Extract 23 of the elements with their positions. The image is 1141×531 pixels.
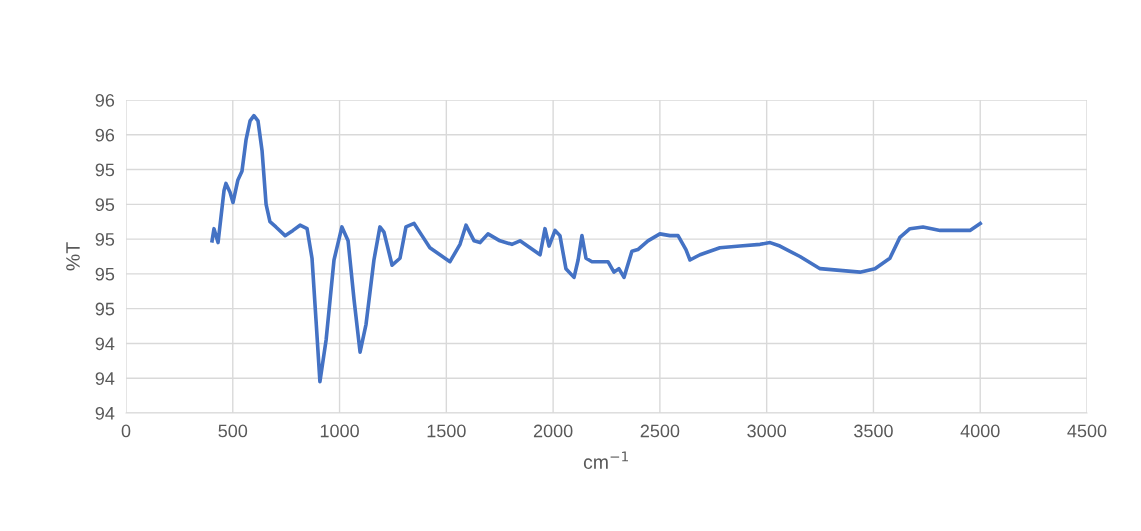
y-tick-label: 95 — [95, 198, 115, 212]
y-tick-label: 95 — [95, 233, 115, 246]
x-tick-label: 1000 — [320, 424, 359, 438]
x-tick-label: 500 — [218, 424, 248, 438]
x-tick-label: 3000 — [747, 424, 787, 438]
x-tick-label: 2000 — [533, 424, 573, 438]
y-tick-label: 94 — [95, 406, 115, 420]
line-series — [210, 113, 983, 384]
y-tick-label: 94 — [95, 372, 115, 385]
x-axis-title: cm$^{−1}$ — [583, 451, 628, 469]
y-tick-label: 95 — [95, 267, 115, 281]
x-tick-label: 4000 — [960, 424, 1000, 438]
x-tick-label: 0 — [121, 424, 131, 438]
x-tick-label: 4500 — [1067, 424, 1107, 438]
x-tick-label: 2500 — [640, 424, 680, 438]
y-tick-label: 95 — [95, 302, 115, 316]
x-tick-label: 1500 — [427, 424, 466, 438]
y-tick-label: 96 — [95, 93, 115, 107]
y-tick-label: 94 — [95, 337, 115, 351]
x-tick-label: 3500 — [854, 424, 893, 438]
y-tick-label: 96 — [95, 128, 115, 142]
y-tick-label: 95 — [95, 163, 115, 177]
y-axis-title: %T — [66, 242, 80, 271]
